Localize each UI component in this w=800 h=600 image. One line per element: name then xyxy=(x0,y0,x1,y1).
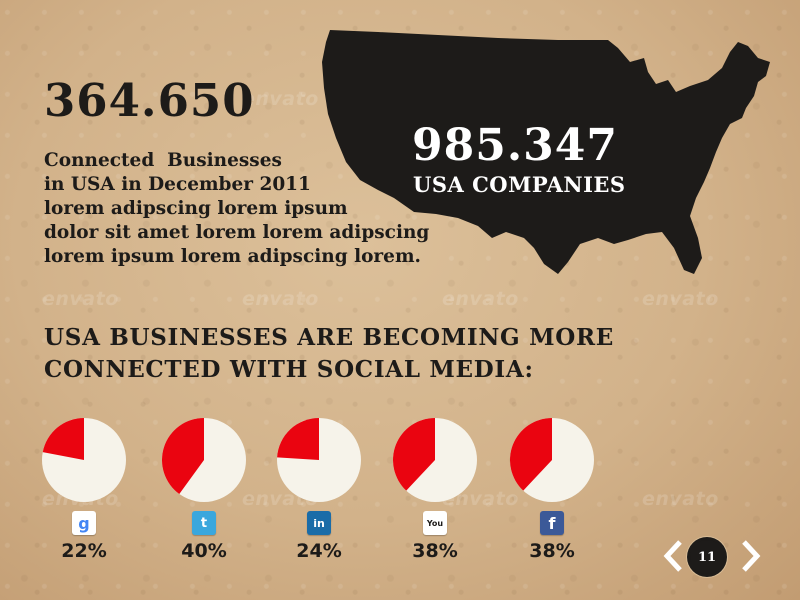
pie-slice xyxy=(162,418,204,494)
pie-slice xyxy=(510,418,552,491)
description-line: Connected Businesses xyxy=(44,150,282,171)
pie-youtube xyxy=(393,418,477,502)
watermark: envato xyxy=(642,488,719,510)
twitter-icon: t xyxy=(192,511,216,535)
percent-label: 24% xyxy=(296,540,342,562)
watermark: envato xyxy=(42,288,119,310)
description-line: lorem ipsum lorem adipscing lorem. xyxy=(44,246,421,267)
facebook-icon: f xyxy=(540,511,564,535)
percent-label: 40% xyxy=(181,540,227,562)
percent-label: 38% xyxy=(412,540,458,562)
watermark: envato xyxy=(242,288,319,310)
pie-google xyxy=(42,418,126,502)
section-headline: USA BUSINESSES ARE BECOMING MORE CONNECT… xyxy=(44,322,614,386)
previous-page-arrow-icon[interactable] xyxy=(662,538,684,574)
page-number-badge: 11 xyxy=(690,540,724,574)
description-line: in USA in December 2011 xyxy=(44,174,311,195)
description-line: dolor sit amet lorem lorem adipscing xyxy=(44,222,430,243)
next-page-arrow-icon[interactable] xyxy=(740,538,762,574)
watermark: envato xyxy=(442,288,519,310)
linkedin-icon: in xyxy=(307,511,331,535)
pie-linkedin xyxy=(277,418,361,502)
usa-map-shape xyxy=(322,30,770,274)
pie-facebook xyxy=(510,418,594,502)
pie-twitter xyxy=(162,418,246,502)
pie-slice xyxy=(393,418,435,491)
usa-map xyxy=(322,30,770,274)
percent-label: 22% xyxy=(61,540,107,562)
stat-description: Connected Businesses in USA in December … xyxy=(44,149,464,269)
youtube-icon: You xyxy=(423,511,447,535)
headline-line-2: CONNECTED WITH SOCIAL MEDIA: xyxy=(44,356,534,383)
connected-businesses-number: 364.650 xyxy=(44,74,255,127)
description-line: lorem adipscing lorem ipsum xyxy=(44,198,348,219)
pie-slice xyxy=(42,418,84,460)
google-icon: g xyxy=(72,511,96,535)
usa-companies-label: USA COMPANIES xyxy=(413,172,626,197)
usa-companies-number: 985.347 xyxy=(412,120,619,171)
pie-slice xyxy=(277,418,319,460)
headline-line-1: USA BUSINESSES ARE BECOMING MORE xyxy=(44,324,615,351)
watermark: envato xyxy=(642,288,719,310)
percent-label: 38% xyxy=(529,540,575,562)
